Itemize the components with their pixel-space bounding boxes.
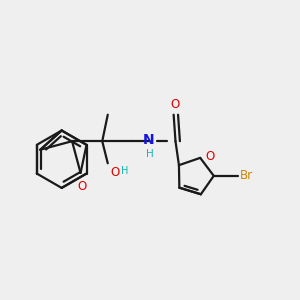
Text: H: H	[121, 166, 128, 176]
Text: Br: Br	[239, 169, 253, 182]
Text: O: O	[170, 98, 180, 111]
Text: N: N	[143, 133, 155, 147]
Text: O: O	[77, 180, 86, 193]
Text: O: O	[206, 149, 214, 163]
Text: H: H	[146, 149, 154, 159]
Text: O: O	[110, 166, 119, 179]
